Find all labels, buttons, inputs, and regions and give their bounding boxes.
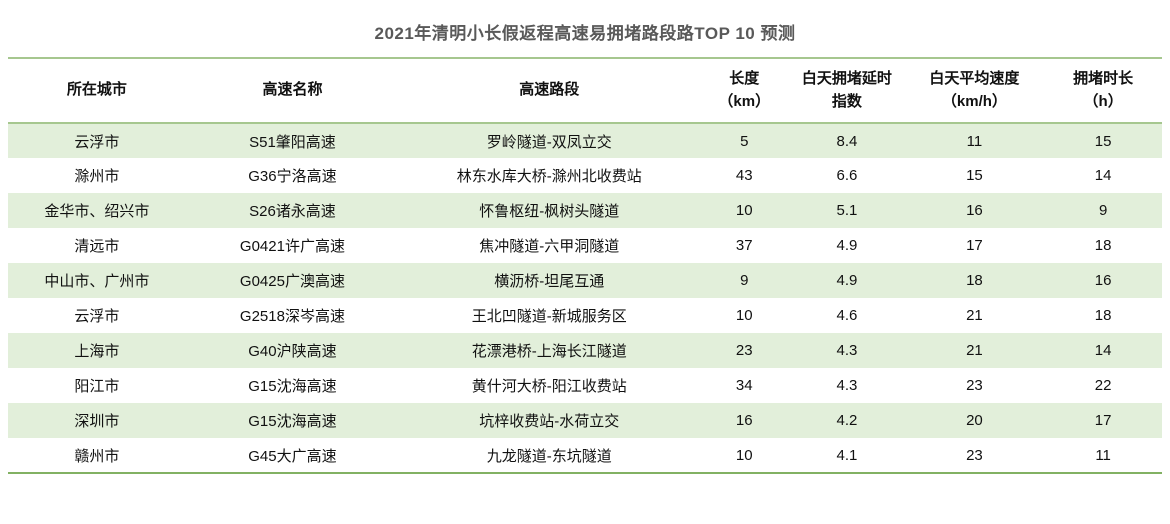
cell-highway-name: G45大广高速 bbox=[248, 447, 337, 465]
cell-highway-name: G36宁洛高速 bbox=[248, 168, 337, 185]
col-header-delay-index: 白天拥堵延时 指数 bbox=[789, 58, 905, 124]
cell-city: 清远市 bbox=[74, 238, 120, 255]
table-row: 中山市、广州市 G0425广澳高速 横沥桥-坦尾互通 9 4.9 18 16 bbox=[8, 263, 1162, 298]
cell-city: 滁州市 bbox=[74, 168, 120, 185]
table-row: 云浮市 S51肇阳高速 罗岭隧道-双凤立交 5 8.4 11 15 bbox=[8, 123, 1162, 158]
cell-delay-index: 4.9 bbox=[789, 263, 905, 298]
cell-highway-section: 坑梓收费站-水荷立交 bbox=[399, 403, 700, 438]
cell-avg-speed: 21 bbox=[904, 333, 1045, 368]
page-title: 2021年清明小长假返程高速易拥堵路段路TOP 10 预测 bbox=[374, 24, 796, 43]
cell-length-km: 9 bbox=[699, 263, 790, 298]
cell-duration-h: 14 bbox=[1044, 333, 1162, 368]
cell-length-km: 5 bbox=[699, 123, 790, 158]
cell-length-km: 23 bbox=[699, 333, 790, 368]
cell-highway-name: G2518深岑高速 bbox=[239, 308, 345, 325]
table-row: 清远市 G0421许广高速 焦冲隧道-六甲洞隧道 37 4.9 17 18 bbox=[8, 228, 1162, 263]
cell-avg-speed: 20 bbox=[904, 403, 1045, 438]
cell-highway-section: 罗岭隧道-双凤立交 bbox=[399, 123, 700, 158]
cell-delay-index: 4.9 bbox=[836, 237, 858, 254]
cell-avg-speed: 17 bbox=[966, 237, 983, 254]
cell-highway-section: 黄什河大桥-阳江收费站 bbox=[471, 378, 627, 395]
cell-delay-index: 4.2 bbox=[789, 403, 905, 438]
table-row: 金华市、绍兴市 S26诸永高速 怀鲁枢纽-枫树头隧道 10 5.1 16 9 bbox=[8, 193, 1162, 228]
cell-city: 上海市 bbox=[8, 333, 186, 368]
table-row: 赣州市 G45大广高速 九龙隧道-东坑隧道 10 4.1 23 11 bbox=[8, 438, 1162, 473]
cell-length-km: 16 bbox=[699, 403, 790, 438]
cell-duration-h: 15 bbox=[1044, 123, 1162, 158]
cell-delay-index: 6.6 bbox=[836, 167, 858, 184]
header-row: 所在城市 高速名称 高速路段 长度 （km） 白天拥堵延时 指数 白天平均速度 … bbox=[8, 58, 1162, 124]
cell-avg-speed: 16 bbox=[904, 193, 1045, 228]
cell-highway-name: G40沪陕高速 bbox=[185, 333, 400, 368]
cell-highway-section: 九龙隧道-东坑隧道 bbox=[486, 447, 612, 465]
cell-duration-h: 18 bbox=[1094, 307, 1112, 324]
cell-highway-name: G0421许广高速 bbox=[239, 238, 345, 255]
cell-highway-section: 焦冲隧道-六甲洞隧道 bbox=[479, 238, 620, 255]
cell-delay-index: 4.6 bbox=[836, 307, 858, 324]
cell-highway-section: 怀鲁枢纽-枫树头隧道 bbox=[399, 193, 700, 228]
table-row: 上海市 G40沪陕高速 花漂港桥-上海长江隧道 23 4.3 21 14 bbox=[8, 333, 1162, 368]
cell-avg-speed: 18 bbox=[904, 263, 1045, 298]
cell-duration-h: 18 bbox=[1094, 237, 1112, 254]
table-row: 云浮市 G2518深岑高速 王北凹隧道-新城服务区 10 4.6 21 18 bbox=[8, 298, 1162, 333]
cell-duration-h: 14 bbox=[1094, 167, 1112, 184]
top10-congestion-table: 所在城市 高速名称 高速路段 长度 （km） 白天拥堵延时 指数 白天平均速度 … bbox=[8, 57, 1162, 474]
cell-highway-name: S26诸永高速 bbox=[185, 193, 400, 228]
cell-avg-speed: 11 bbox=[904, 123, 1045, 158]
cell-length-km: 10 bbox=[699, 193, 790, 228]
cell-city: 中山市、广州市 bbox=[8, 263, 186, 298]
cell-delay-index: 4.3 bbox=[836, 377, 858, 394]
cell-city: 金华市、绍兴市 bbox=[8, 193, 186, 228]
col-header-highway-name: 高速名称 bbox=[185, 58, 400, 124]
table-row: 阳江市 G15沈海高速 黄什河大桥-阳江收费站 34 4.3 23 22 bbox=[8, 368, 1162, 403]
cell-city: 阳江市 bbox=[74, 378, 120, 395]
col-header-city: 所在城市 bbox=[8, 58, 186, 124]
cell-city: 深圳市 bbox=[8, 403, 186, 438]
cell-length-km: 37 bbox=[735, 237, 753, 254]
cell-avg-speed: 15 bbox=[966, 167, 983, 184]
table-row: 深圳市 G15沈海高速 坑梓收费站-水荷立交 16 4.2 20 17 bbox=[8, 403, 1162, 438]
cell-delay-index: 5.1 bbox=[789, 193, 905, 228]
cell-city: 云浮市 bbox=[74, 308, 120, 325]
cell-length-km: 34 bbox=[735, 377, 753, 394]
cell-highway-name: G15沈海高速 bbox=[248, 378, 337, 395]
cell-delay-index: 4.3 bbox=[789, 333, 905, 368]
cell-avg-speed: 23 bbox=[966, 377, 983, 394]
col-header-length-km: 长度 （km） bbox=[699, 58, 790, 124]
cell-delay-index: 4.1 bbox=[836, 446, 858, 464]
cell-length-km: 43 bbox=[735, 167, 753, 184]
cell-duration-h: 22 bbox=[1094, 377, 1112, 394]
col-header-avg-speed: 白天平均速度 （km/h） bbox=[904, 58, 1045, 124]
cell-highway-name: G15沈海高速 bbox=[185, 403, 400, 438]
cell-length-km: 10 bbox=[735, 307, 753, 324]
table-header: 所在城市 高速名称 高速路段 长度 （km） 白天拥堵延时 指数 白天平均速度 … bbox=[8, 58, 1162, 124]
table-row: 滁州市 G36宁洛高速 林东水库大桥-滁州北收费站 43 6.6 15 14 bbox=[8, 158, 1162, 193]
cell-duration-h: 9 bbox=[1044, 193, 1162, 228]
cell-length-km: 10 bbox=[735, 446, 753, 464]
cell-highway-section: 林东水库大桥-滁州北收费站 bbox=[456, 168, 642, 185]
cell-city: 云浮市 bbox=[8, 123, 186, 158]
cell-highway-name: S51肇阳高速 bbox=[185, 123, 400, 158]
cell-highway-section: 横沥桥-坦尾互通 bbox=[399, 263, 700, 298]
cell-duration-h: 17 bbox=[1044, 403, 1162, 438]
cell-city: 赣州市 bbox=[74, 447, 120, 465]
top10-congestion-table-wrap: 所在城市 高速名称 高速路段 长度 （km） 白天拥堵延时 指数 白天平均速度 … bbox=[8, 57, 1162, 474]
cell-avg-speed: 21 bbox=[966, 307, 983, 324]
cell-highway-section: 王北凹隧道-新城服务区 bbox=[471, 308, 627, 325]
cell-highway-name: G0425广澳高速 bbox=[185, 263, 400, 298]
table-body: 云浮市 S51肇阳高速 罗岭隧道-双凤立交 5 8.4 11 15 滁州市 G3… bbox=[8, 123, 1162, 473]
col-header-highway-section: 高速路段 bbox=[399, 58, 700, 124]
col-header-duration-h: 拥堵时长 （h） bbox=[1044, 58, 1162, 124]
cell-duration-h: 11 bbox=[1095, 446, 1111, 464]
cell-duration-h: 16 bbox=[1044, 263, 1162, 298]
cell-highway-section: 花漂港桥-上海长江隧道 bbox=[399, 333, 700, 368]
cell-avg-speed: 23 bbox=[966, 446, 983, 464]
cell-delay-index: 8.4 bbox=[789, 123, 905, 158]
